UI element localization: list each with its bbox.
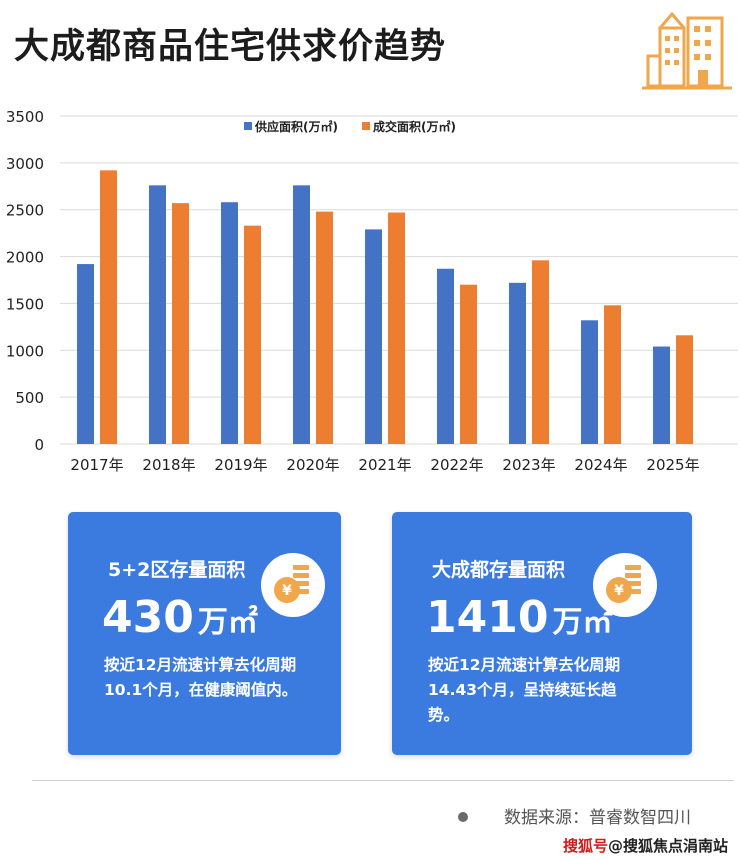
watermark: 搜狐号@搜狐焦点涓南站 bbox=[563, 835, 728, 856]
bar-deal bbox=[460, 284, 477, 444]
card-description: 按近12月流速计算去化周期14.43个月，呈持续延长趋势。 bbox=[428, 656, 621, 724]
card-value: 430 万㎡ bbox=[102, 592, 258, 643]
footer-divider bbox=[32, 780, 734, 781]
bar-deal bbox=[532, 260, 549, 444]
legend-label: 供应面积(万㎡) bbox=[254, 119, 338, 134]
svg-text:¥: ¥ bbox=[282, 583, 292, 599]
building-icon bbox=[642, 11, 732, 90]
y-tick-label: 3500 bbox=[6, 108, 44, 126]
card-description: 按近12月流速计算去化周期10.1个月，在健康阈值内。 bbox=[104, 656, 298, 699]
y-tick-label: 2500 bbox=[6, 202, 44, 220]
bar-supply bbox=[653, 346, 670, 444]
page-title: 大成都商品住宅供求价趋势 bbox=[14, 27, 447, 67]
yuan-coin-icon: ¥ bbox=[593, 553, 657, 617]
bars bbox=[77, 170, 693, 444]
legend-swatch bbox=[362, 122, 370, 130]
bar-supply bbox=[365, 229, 382, 444]
svg-text:¥: ¥ bbox=[614, 583, 624, 599]
x-tick-label: 2021年 bbox=[358, 456, 411, 474]
y-tick-label: 1000 bbox=[6, 342, 44, 360]
card-value: 1410 万㎡ bbox=[426, 592, 612, 643]
y-axis-ticks: 0 500 1000 1500 2000 2500 3000 3500 bbox=[6, 108, 44, 454]
stock-card-5plus2: 5+2区存量面积 430 万㎡ ¥ 按近12月流速计算去化周期10.1个月，在健康… bbox=[68, 512, 341, 755]
card-value-number: 430 bbox=[102, 592, 194, 643]
bar-supply bbox=[221, 202, 238, 444]
y-tick-label: 500 bbox=[15, 389, 44, 407]
bar-deal bbox=[172, 203, 189, 444]
x-tick-label: 2024年 bbox=[574, 456, 627, 474]
bar-supply bbox=[77, 264, 94, 444]
bar-deal bbox=[676, 335, 693, 444]
legend: 供应面积(万㎡) 成交面积(万㎡) bbox=[244, 119, 456, 134]
x-tick-label: 2025年 bbox=[646, 456, 699, 474]
bar-deal bbox=[604, 305, 621, 444]
y-tick-label: 2000 bbox=[6, 249, 44, 267]
source-bullet-icon bbox=[458, 812, 468, 822]
bar-supply bbox=[437, 268, 454, 444]
bar-supply bbox=[149, 185, 166, 444]
x-tick-label: 2020年 bbox=[286, 456, 339, 474]
y-tick-label: 0 bbox=[34, 436, 44, 454]
data-source: 数据来源：普睿数智四川 bbox=[504, 808, 691, 828]
bar-supply bbox=[509, 282, 526, 444]
bar-supply bbox=[293, 185, 310, 444]
card-value-unit: 万㎡ bbox=[197, 605, 258, 640]
y-tick-label: 3000 bbox=[6, 155, 44, 173]
legend-label: 成交面积(万㎡) bbox=[373, 119, 456, 134]
card-title: 5+2区存量面积 bbox=[108, 559, 246, 581]
watermark-text: @搜狐焦点涓南站 bbox=[607, 837, 728, 855]
legend-swatch bbox=[244, 122, 252, 130]
y-tick-label: 1500 bbox=[6, 295, 44, 313]
card-title: 大成都存量面积 bbox=[432, 559, 566, 581]
x-tick-label: 2022年 bbox=[430, 456, 483, 474]
x-axis-ticks: 2017年 2018年 2019年 2020年 2021年 2022年 2023年 2024年… bbox=[70, 456, 699, 474]
bar-deal bbox=[244, 225, 261, 444]
x-tick-label: 2017年 bbox=[70, 456, 123, 474]
watermark-mark: 搜狐号 bbox=[562, 837, 608, 855]
bar-deal bbox=[100, 170, 117, 444]
card-value-unit: 万㎡ bbox=[552, 605, 613, 640]
bar-deal bbox=[316, 211, 333, 444]
card-value-number: 1410 bbox=[426, 592, 549, 643]
x-tick-label: 2019年 bbox=[214, 456, 267, 474]
stock-card-greater-chengdu: 大成都存量面积 1410 万㎡ ¥ 按近12月流速计算去化周期14.43个月，呈持… bbox=[392, 512, 692, 755]
x-tick-label: 2018年 bbox=[142, 456, 195, 474]
yuan-coin-icon: ¥ bbox=[261, 553, 325, 617]
bar-deal bbox=[388, 212, 405, 444]
bar-supply bbox=[581, 320, 598, 444]
x-tick-label: 2023年 bbox=[502, 456, 555, 474]
